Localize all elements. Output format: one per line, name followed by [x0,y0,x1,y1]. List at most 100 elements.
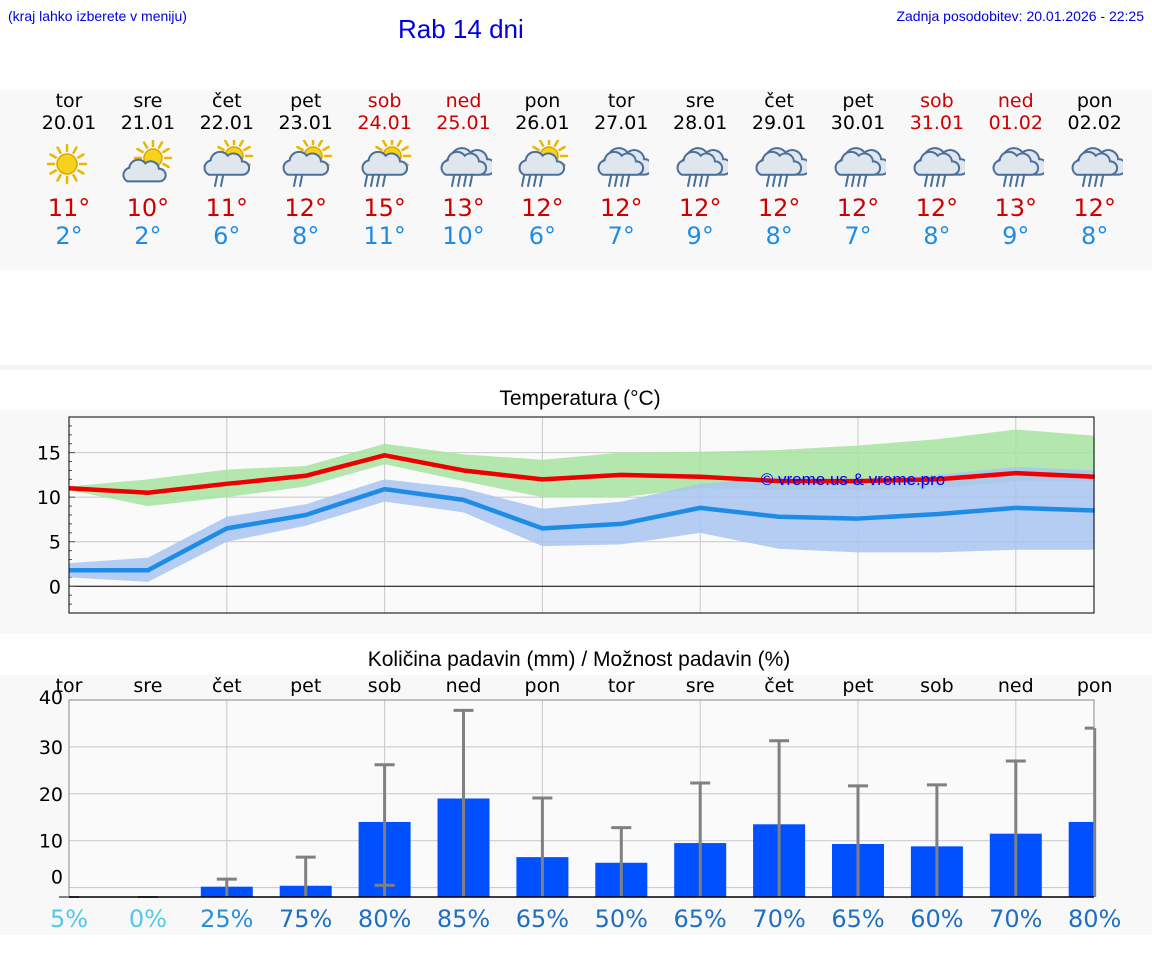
day-name: tor [55,90,83,112]
day-date: 28.01 [672,112,728,134]
day-forecast: ned 01.02 13° 9° [977,90,1055,250]
day-forecast: sre 28.01 12° 9° [661,90,739,250]
cloud-rain-icon [1071,147,1123,187]
day-name: sre [685,90,715,112]
min-temperature: 8° [923,222,951,250]
max-temperature: 15° [363,194,406,222]
last-update: Zadnja posodobitev: 20.01.2026 - 22:25 [896,8,1144,24]
day-date: 31.01 [909,112,965,134]
sun-cloud-light-rain-icon [203,140,254,187]
day-name: pon [524,90,561,112]
min-temperature: 8° [765,222,793,250]
forecast-panel [0,90,1152,270]
day-date: 30.01 [830,112,886,134]
precipitation-bar [1068,821,1094,897]
max-temperature: 12° [757,194,801,222]
day-forecast: sob 31.01 12° 8° [898,90,976,250]
y-tick-label: 15 [37,443,61,465]
y-tick-label: 30 [39,737,63,759]
y-tick-label: 10 [37,487,61,509]
min-temperature: 2° [134,222,162,250]
min-temperature: 8° [292,222,320,250]
day-name: pet [290,90,322,112]
min-temperature: 2° [55,222,83,250]
day-date: 23.01 [278,112,333,134]
precipitation-probability: 65% [516,905,569,933]
x-tick-label: čet [764,675,794,697]
day-name: sre [133,90,163,112]
max-temperature: 12° [915,194,959,222]
precipitation-probability: 65% [674,905,727,933]
day-date: 20.01 [41,112,97,134]
day-forecast: čet 22.01 11° 6° [188,90,266,250]
precipitation-probability: 75% [279,905,332,933]
location-hint: (kraj lahko izberete v meniju) [8,8,187,24]
max-temperature: 12° [1073,194,1116,222]
day-name: tor [607,90,635,112]
cloud-rain-icon [992,147,1044,187]
day-forecast: pon 26.01 12° 6° [503,90,581,250]
sun-icon [46,143,88,185]
precipitation-chart-title: Količina padavin (mm) / Možnost padavin … [367,648,791,671]
min-temperature: 7° [844,222,872,250]
max-temperature: 11° [205,194,249,222]
divider [0,365,1152,370]
day-forecast: pet 30.01 12° 7° [819,90,897,250]
day-name: sob [367,90,402,112]
max-temperature-line [68,453,1095,495]
sun-cloud-icon [122,140,173,183]
precipitation-probability: 65% [831,905,884,933]
sun-cloud-light-rain-icon [282,140,332,187]
sun-cloud-rain-icon [361,140,411,187]
max-temperature: 13° [994,194,1038,222]
min-temperature: 9° [1002,222,1030,250]
min-temperature: 6° [213,222,241,250]
day-name: sob [920,90,954,112]
cloud-rain-icon [834,147,886,187]
cloud-rain-icon [676,147,729,187]
precipitation-probability: 80% [1068,905,1121,933]
day-forecast: tor 20.01 11° 2° [30,90,108,250]
precipitation-probability: 80% [358,905,411,933]
precipitation-probability: 70% [989,905,1042,933]
x-tick-label: sob [920,675,954,697]
max-temperature: 10° [126,194,170,222]
day-date: 22.01 [199,112,254,134]
x-tick-label: tor [608,675,635,697]
watermark: © vreme.us & vreme.pro [761,470,945,489]
max-temperature: 12° [521,194,564,222]
min-temperature: 9° [686,222,714,250]
sun-cloud-rain-icon [518,140,569,187]
day-forecast: sob 24.01 15° 11° [346,90,424,250]
max-temperature: 12° [284,194,327,222]
day-name: pet [842,90,874,112]
precipitation-probability: 70% [752,905,805,933]
temperature-chart-title: Temperatura (°C) [499,387,661,410]
day-date: 27.01 [594,112,649,134]
day-date: 21.01 [120,112,176,134]
min-temperature: 8° [1081,222,1109,250]
min-temperature: 10° [442,222,485,250]
precipitation-probability: 25% [200,905,253,933]
day-forecast: sre 21.01 10° 2° [109,90,187,250]
day-forecast: pon 02.02 12° 8° [1056,90,1134,250]
day-name: čet [764,90,794,112]
day-forecast: čet 29.01 12° 8° [740,90,818,250]
cloud-rain-icon [913,147,965,187]
precipitation-probability: 0% [129,905,167,933]
day-name: ned [997,90,1034,112]
day-date: 01.02 [988,112,1043,134]
min-temperature-line [69,486,1095,573]
x-tick-label: ned [998,675,1034,697]
page-title: Rab 14 dni [398,14,524,44]
precipitation-probability: 50% [595,905,648,933]
x-tick-label: čet [212,675,242,697]
precipitation-probability: 85% [437,905,490,933]
day-forecast: ned 25.01 13° 10° [425,90,503,250]
max-temperature: 12° [836,194,880,222]
cloud-rain-icon [755,147,808,187]
min-temperature: 7° [607,222,635,250]
day-name: pon [1076,90,1113,112]
day-name: ned [445,90,482,112]
